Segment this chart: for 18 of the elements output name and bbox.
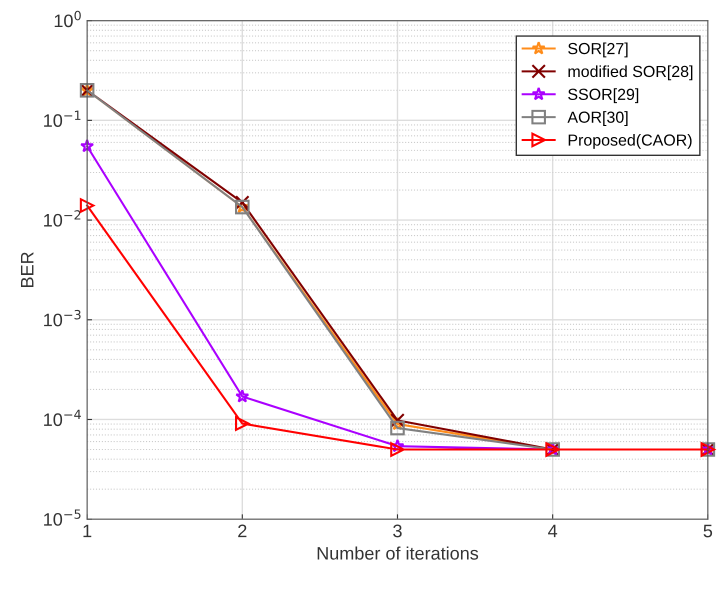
legend-label: modified SOR[28]: [568, 65, 692, 80]
y-axis-title: BER: [20, 252, 34, 288]
y-tick-label: 10$^{−4}$: [44, 410, 81, 426]
y-tick-label: 10$^{−5}$: [44, 509, 80, 526]
x-tick-label: 5: [704, 524, 712, 538]
x-tick-label: 2: [238, 524, 246, 538]
y-tick-label: 10$^{0}$: [54, 10, 81, 28]
legend-label: SOR[27]: [568, 42, 628, 58]
x-tick-label: 1: [83, 524, 92, 538]
legend-label: SSOR[29]: [568, 88, 638, 104]
y-tick-label: 10$^{−2}$: [44, 210, 80, 227]
legend-label: AOR[30]: [567, 111, 628, 126]
legend-label: Proposed(CAOR): [568, 134, 692, 149]
x-axis-title: Number of iterations: [318, 546, 478, 560]
y-tick-label: 10$^{−3}$: [44, 310, 81, 326]
x-tick-label: 3: [393, 524, 402, 538]
x-tick-label: 4: [548, 524, 558, 538]
y-tick-label: 10$^{−1}$: [44, 110, 80, 127]
